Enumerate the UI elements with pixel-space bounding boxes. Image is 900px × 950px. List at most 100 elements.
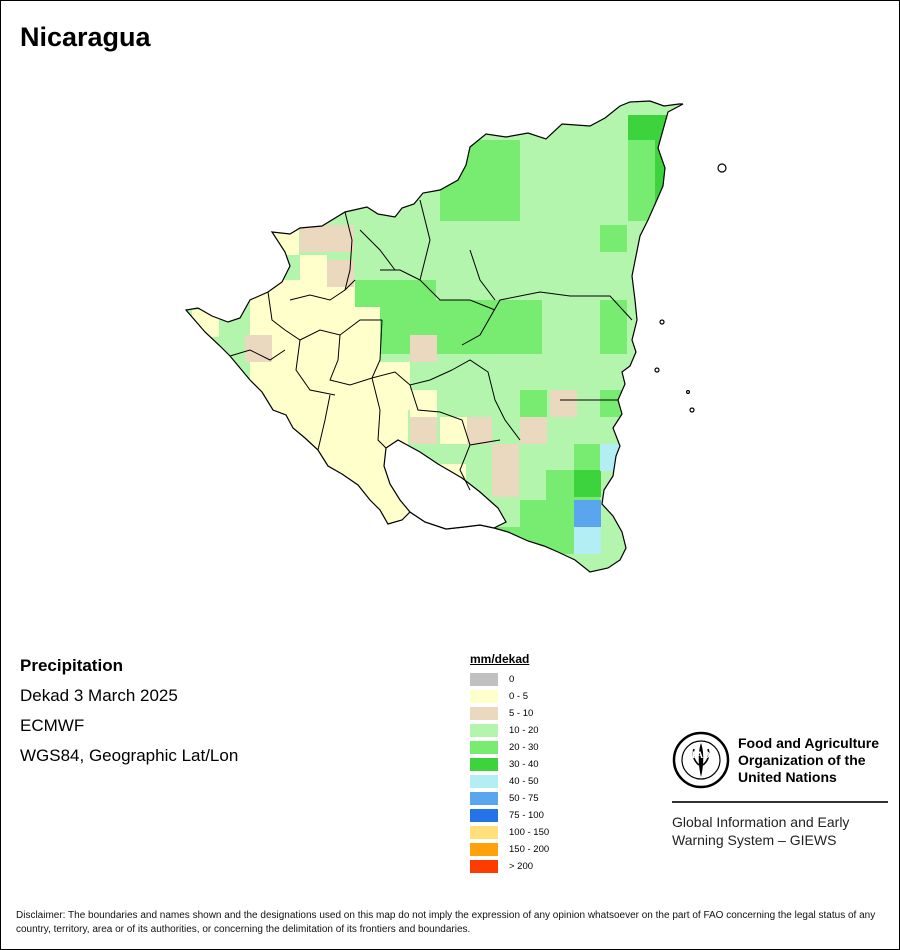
grid-cell [354, 444, 381, 471]
grid-cell [546, 470, 573, 497]
grid-cell [574, 274, 601, 301]
legend-swatch [470, 724, 498, 737]
grid-cell [385, 415, 412, 442]
department-boundary [409, 384, 471, 446]
legend-label: 20 - 30 [509, 742, 539, 753]
grid-cell [277, 388, 304, 415]
grid-cell [250, 415, 277, 442]
grid-cell [467, 167, 494, 194]
grid-cell [434, 327, 461, 354]
grid-cell [437, 360, 464, 387]
grid-cell [520, 194, 547, 221]
grid-cell [380, 227, 407, 254]
grid-cell [494, 194, 521, 221]
fao-name: Food and Agriculture Organization of the… [738, 735, 898, 786]
grid-cell [331, 334, 358, 361]
giews-name: Global Information and Early Warning Sys… [672, 813, 892, 849]
grid-cell [628, 167, 655, 194]
grid-cell [554, 354, 581, 381]
grid-cell [277, 307, 304, 334]
grid-cell [520, 274, 547, 301]
grid-cell [608, 354, 635, 381]
grid-cell [410, 335, 437, 362]
grid-cell [277, 280, 304, 307]
grid-cell [331, 496, 358, 523]
grid-cell [304, 307, 331, 334]
grid-cell [464, 360, 491, 387]
grid-cell [635, 327, 662, 354]
grid-cell [492, 470, 519, 497]
grid-cell [515, 327, 542, 354]
legend-swatch [470, 741, 498, 754]
grid-cell [520, 220, 547, 247]
legend-item: 20 - 30 [470, 739, 549, 756]
giews-line1: Global Information and Early [672, 814, 850, 830]
grid-cell [466, 527, 493, 554]
grid-cell [245, 335, 272, 362]
department-boundary [371, 377, 387, 449]
grid-cell [601, 167, 628, 194]
grid-cell [440, 194, 467, 221]
grid-cell [628, 194, 655, 221]
legend-swatch [470, 809, 498, 822]
grid-cell [300, 255, 327, 282]
legend-item: 75 - 100 [470, 807, 549, 824]
grid-cell [250, 361, 277, 388]
grid-cell [600, 127, 627, 154]
grid-cell [304, 334, 331, 361]
legend-item: 40 - 50 [470, 773, 549, 790]
grid-cell [494, 167, 521, 194]
grid-cell [600, 225, 627, 252]
grid-cell [491, 360, 518, 387]
grid-cell [520, 247, 547, 274]
grid-cell [380, 200, 407, 227]
legend-label: 0 [509, 674, 515, 685]
grid-cell [467, 194, 494, 221]
grid-cell [355, 280, 382, 307]
grid-cell [464, 387, 491, 414]
grid-cell [277, 442, 304, 469]
grid-cell [250, 469, 277, 496]
grid-cell [331, 388, 358, 415]
admin-boundaries [184, 100, 727, 573]
grid-cell [600, 327, 627, 354]
legend-label: 5 - 10 [509, 708, 534, 719]
grid-cell [600, 390, 627, 417]
grid-cell [304, 469, 331, 496]
grid-cell [546, 497, 573, 524]
department-boundary [461, 291, 633, 346]
grid-cell [520, 527, 547, 554]
grid-cell [410, 360, 437, 387]
grid-cell [635, 300, 662, 327]
department-boundary [419, 279, 496, 311]
grid-cell [461, 300, 488, 327]
lake-nicaragua [383, 439, 507, 530]
department-boundary [451, 359, 521, 441]
legend-item: 0 [470, 671, 549, 688]
legend-swatch [470, 690, 498, 703]
disclaimer: Disclaimer: The boundaries and names sho… [16, 910, 876, 935]
grid-cell [440, 140, 467, 167]
department-boundary [267, 291, 286, 331]
grid-cell [409, 280, 436, 307]
source-label: ECMWF [20, 716, 85, 735]
legend-item: 30 - 40 [470, 756, 549, 773]
grid-cell [574, 444, 601, 471]
legend-swatch [470, 860, 498, 873]
grid-cell [635, 516, 662, 543]
grid-cell [655, 115, 682, 142]
giews-line2: Warning System – GIEWS [672, 832, 837, 848]
department-boundary [380, 269, 421, 281]
grid-cell [380, 327, 407, 354]
grid-cell [354, 390, 381, 417]
grid-cell [635, 435, 662, 462]
grid-cell [304, 415, 331, 442]
grid-cell [488, 254, 515, 281]
department-boundary [359, 229, 396, 271]
grid-cell [434, 254, 461, 281]
grid-cell [520, 417, 547, 444]
grid-cell [410, 390, 437, 417]
legend-item: 10 - 20 [470, 722, 549, 739]
grid-cell [574, 247, 601, 274]
precipitation-map [184, 100, 727, 573]
